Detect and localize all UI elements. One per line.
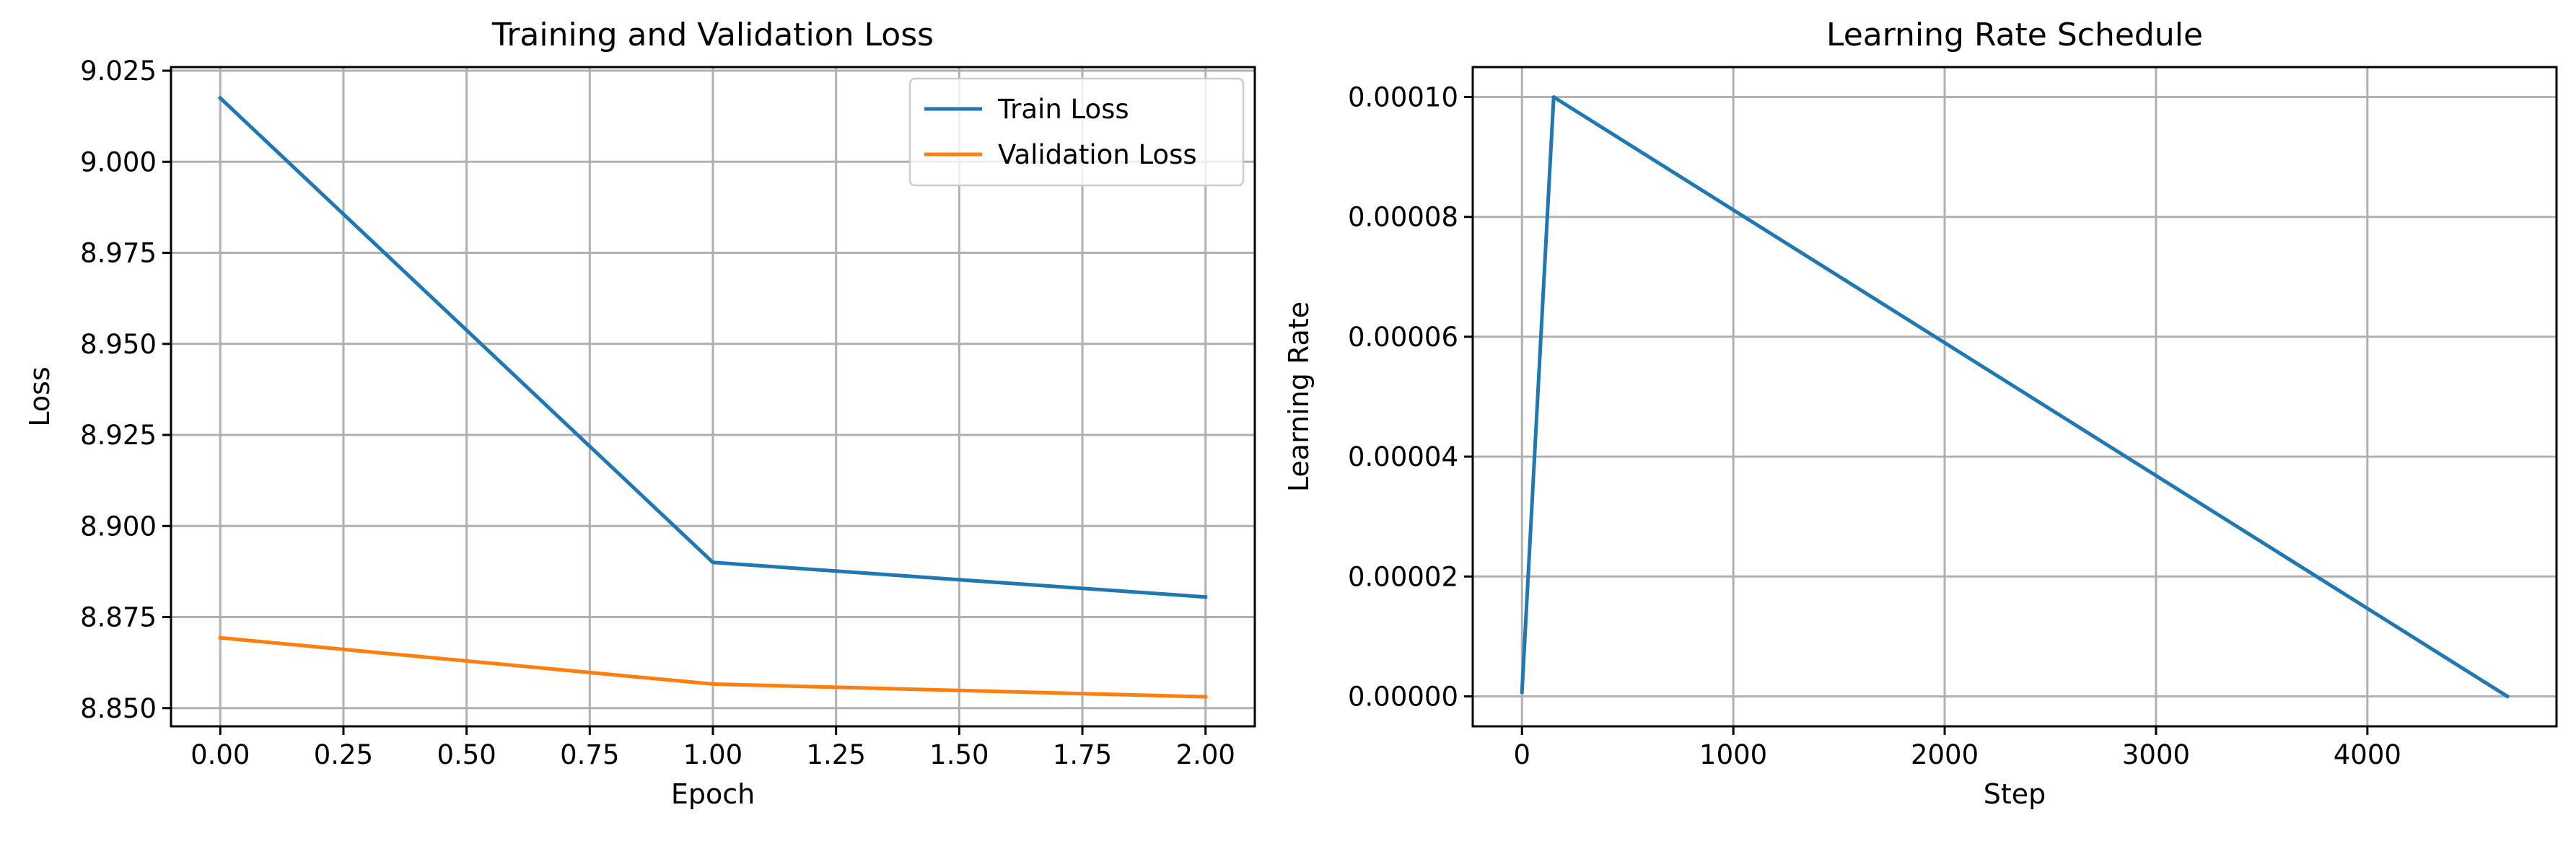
y-tick-label: 8.900 — [80, 511, 157, 542]
y-tick-label: 8.975 — [80, 238, 157, 269]
series-line-learning-rate — [1520, 95, 2510, 699]
y-tick-label: 8.875 — [80, 602, 157, 633]
y-tick-label: 0.00010 — [1348, 82, 1458, 113]
x-tick-label: 1.25 — [806, 739, 865, 770]
y-tick-label: 9.000 — [80, 146, 157, 177]
x-tick-label: 0 — [1513, 739, 1530, 770]
y-axis-label: Learning Rate — [1283, 301, 1315, 492]
legend: Train Loss Validation Loss — [908, 77, 1245, 187]
x-tick-label: 4000 — [2334, 739, 2401, 770]
x-tick-label: 0.00 — [190, 739, 250, 770]
x-tick-label: 2.00 — [1176, 739, 1235, 770]
legend-label-validation-loss: Validation Loss — [998, 139, 1197, 170]
y-tick-label: 8.925 — [80, 420, 157, 451]
y-tick-label: 8.850 — [80, 693, 157, 724]
y-tick-label: 9.025 — [80, 56, 157, 87]
legend-box — [908, 77, 1245, 187]
y-tick-label: 8.950 — [80, 329, 157, 360]
x-tick-label: 3000 — [2122, 739, 2190, 770]
x-axis-label: Step — [1984, 778, 2046, 810]
y-tick-label: 0.00002 — [1348, 561, 1458, 592]
x-tick-label: 0.50 — [437, 739, 496, 770]
y-tick-label: 0.00004 — [1348, 441, 1458, 472]
x-tick-label: 0.25 — [314, 739, 373, 770]
series-line-train-loss — [217, 95, 1208, 599]
chart-title: Learning Rate Schedule — [1826, 17, 2203, 53]
x-tick-label: 1.00 — [683, 739, 742, 770]
chart-panel-1: 0.00 0.25 0.50 0.75 1.00 1.25 1.50 1.75 2.00 8.85… — [24, 17, 1256, 810]
chart-panel-2: 0 1000 2000 3000 4000 0.00000 0.00002 0.00004 0.… — [1283, 17, 2558, 810]
x-axis-label: Epoch — [671, 778, 755, 810]
chart-title: Training and Validation Loss — [491, 17, 934, 53]
y-tick-label: 0.00006 — [1348, 322, 1458, 353]
series-line-validation-loss — [218, 635, 1208, 699]
x-tick-label: 1.75 — [1053, 739, 1112, 770]
y-axis-label: Loss — [24, 366, 56, 426]
legend-label-train-loss: Train Loss — [997, 94, 1129, 125]
x-tick-label: 1.50 — [929, 739, 989, 770]
axes-frame — [1471, 66, 2558, 728]
x-tick-label: 0.75 — [560, 739, 619, 770]
y-tick-label: 0.00008 — [1348, 202, 1458, 233]
x-tick-label: 1000 — [1699, 739, 1767, 770]
x-tick-label: 2000 — [1911, 739, 1979, 770]
y-tick-label: 0.00000 — [1348, 681, 1458, 712]
